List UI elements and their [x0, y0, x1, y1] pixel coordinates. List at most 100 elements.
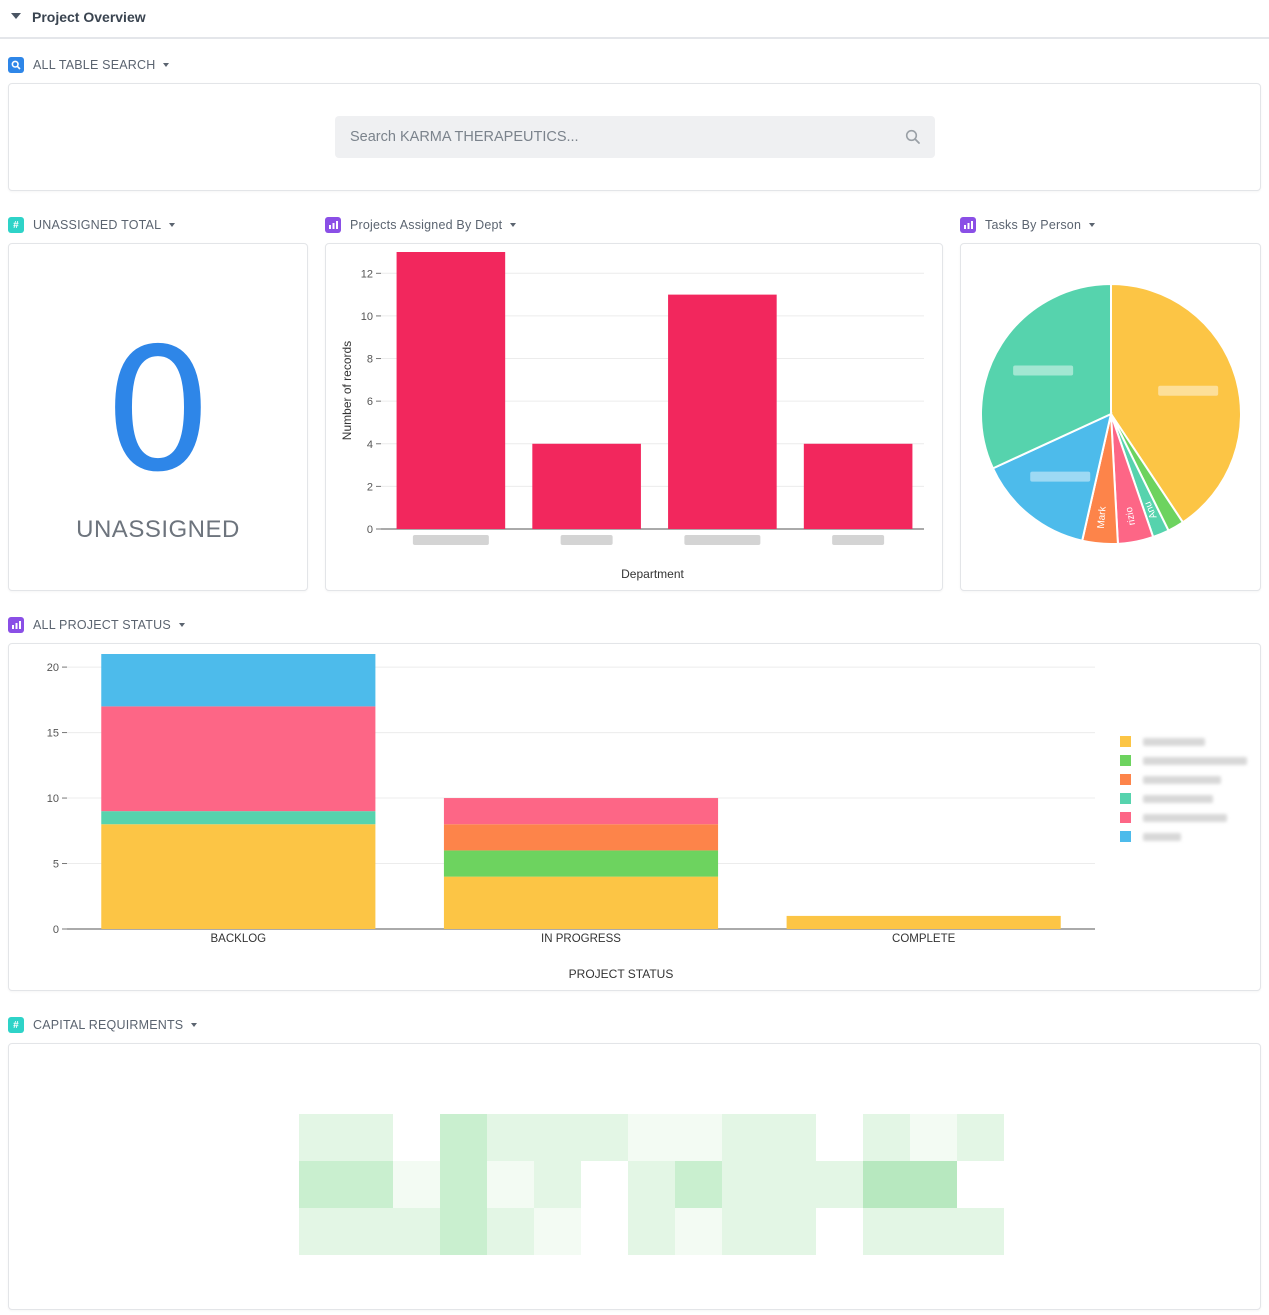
dropdown-caret-icon[interactable]: [510, 223, 517, 227]
x-tick-label: IN PROGRESS: [541, 933, 621, 945]
redacted-pixel: [769, 1208, 816, 1255]
legend-label-redacted: [1143, 794, 1213, 803]
bar[interactable]: [803, 443, 913, 529]
y-tick-label: 2: [367, 481, 373, 493]
unassigned-caption: UNASSIGNED: [76, 516, 240, 543]
redacted-pixel: [816, 1114, 863, 1161]
section-label-unassigned[interactable]: # UNASSIGNED TOTAL: [8, 216, 176, 234]
legend-swatch: [1120, 812, 1131, 823]
redacted-pixel: [722, 1114, 769, 1161]
section-title: Projects Assigned By Dept: [350, 218, 503, 232]
search-icon[interactable]: [905, 129, 921, 145]
status-legend: [1120, 732, 1247, 846]
x-tick-label: BACKLOG: [211, 933, 267, 945]
bar[interactable]: [532, 443, 641, 529]
redacted-pixel: [581, 1208, 628, 1255]
legend-label-redacted: [1143, 756, 1247, 765]
redacted-pixel: [675, 1208, 722, 1255]
x-tick-label-redacted: [412, 535, 489, 545]
section-title: ALL TABLE SEARCH: [33, 58, 156, 72]
x-tick-label: COMPLETE: [892, 933, 956, 945]
redacted-pixel: [910, 1208, 957, 1255]
redacted-pixel: [769, 1114, 816, 1161]
redacted-pixel: [393, 1208, 440, 1255]
y-tick-label: 20: [47, 662, 59, 674]
dropdown-caret-icon[interactable]: [169, 223, 176, 227]
stacked-bar-segment[interactable]: [443, 850, 719, 877]
pie-slice[interactable]: [991, 412, 1113, 542]
legend-item[interactable]: [1120, 808, 1247, 827]
x-tick-label-redacted: [832, 535, 885, 545]
legend-swatch: [1120, 774, 1131, 785]
redacted-pixel: [393, 1114, 440, 1161]
project-overview-header[interactable]: Project Overview: [0, 0, 1269, 39]
unassigned-card: 0 UNASSIGNED: [8, 243, 308, 591]
search-box[interactable]: [335, 116, 935, 158]
legend-item[interactable]: [1120, 770, 1247, 789]
legend-label-redacted: [1143, 813, 1227, 822]
dropdown-caret-icon[interactable]: [1089, 223, 1096, 227]
redacted-pixel: [534, 1208, 581, 1255]
section-label-status[interactable]: ALL PROJECT STATUS: [8, 616, 185, 634]
legend-item[interactable]: [1120, 827, 1247, 846]
section-label-search[interactable]: ALL TABLE SEARCH: [8, 56, 170, 74]
unassigned-value: 0: [103, 312, 213, 510]
stacked-bar-segment[interactable]: [101, 824, 376, 929]
dropdown-caret-icon[interactable]: [191, 1023, 198, 1027]
y-tick-label: 8: [367, 354, 373, 366]
y-tick-label: 0: [53, 924, 59, 936]
stacked-bar-segment[interactable]: [101, 706, 376, 812]
stacked-bar-segment[interactable]: [101, 811, 376, 825]
pie-slice-label: rizio: [1124, 506, 1138, 527]
redacted-pixel: [863, 1114, 910, 1161]
redacted-pixel: [534, 1161, 581, 1208]
section-label-person[interactable]: Tasks By Person: [960, 216, 1096, 234]
stacked-bar-segment[interactable]: [443, 876, 719, 929]
pie-slice-label-redacted: [1013, 365, 1074, 376]
y-tick-label: 12: [361, 268, 373, 280]
search-card: [8, 83, 1261, 191]
bar-chart-icon: [960, 217, 976, 233]
pie-slice[interactable]: [980, 282, 1112, 470]
stacked-bar-segment[interactable]: [786, 915, 1061, 929]
redacted-pixel: [440, 1208, 487, 1255]
dropdown-caret-icon[interactable]: [163, 63, 170, 67]
collapse-caret-icon[interactable]: [11, 13, 21, 19]
bar-chart-icon: [8, 617, 24, 633]
stacked-bar-segment[interactable]: [443, 798, 719, 825]
redacted-pixel: [722, 1208, 769, 1255]
redacted-pixel: [863, 1208, 910, 1255]
stacked-bar-segment[interactable]: [443, 824, 719, 851]
capital-card: [8, 1043, 1261, 1310]
section-label-dept[interactable]: Projects Assigned By Dept: [325, 216, 517, 234]
section-label-capital[interactable]: # CAPITAL REQUIRMENTS: [8, 1016, 198, 1034]
stacked-bar-segment[interactable]: [101, 654, 376, 707]
legend-item[interactable]: [1120, 732, 1247, 751]
y-axis-label: Number of records: [340, 341, 354, 440]
redacted-pixel: [393, 1161, 440, 1208]
redacted-pixel: [346, 1161, 393, 1208]
redacted-pixel: [440, 1114, 487, 1161]
section-title: Tasks By Person: [985, 218, 1082, 232]
redacted-pixel: [346, 1208, 393, 1255]
x-axis-label: PROJECT STATUS: [569, 967, 674, 981]
x-tick-label-redacted: [560, 535, 613, 545]
legend-item[interactable]: [1120, 789, 1247, 808]
legend-swatch: [1120, 736, 1131, 747]
page-title: Project Overview: [32, 9, 146, 25]
y-tick-label: 15: [47, 728, 59, 740]
redacted-pixel: [910, 1161, 957, 1208]
status-chart-card: 0 5 10 15 20 BACKLOG IN PROGRESS COMPLETE PROJEC…: [8, 643, 1261, 991]
redacted-pixel: [722, 1161, 769, 1208]
bar[interactable]: [396, 252, 506, 529]
bar[interactable]: [668, 294, 777, 529]
redacted-pixel: [816, 1161, 863, 1208]
search-input[interactable]: [350, 116, 890, 158]
redacted-pixel: [534, 1114, 581, 1161]
redacted-pixel: [487, 1208, 534, 1255]
legend-item[interactable]: [1120, 751, 1247, 770]
redacted-pixel: [440, 1161, 487, 1208]
dropdown-caret-icon[interactable]: [178, 623, 185, 627]
redacted-pixel: [628, 1161, 675, 1208]
legend-swatch: [1120, 793, 1131, 804]
